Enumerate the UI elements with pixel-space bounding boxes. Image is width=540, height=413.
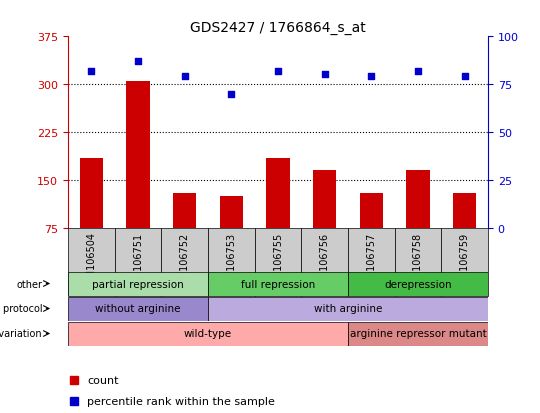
Bar [395, 228, 441, 296]
Text: percentile rank within the sample: percentile rank within the sample [87, 396, 275, 406]
Bar [301, 228, 348, 296]
Text: genotype/variation: genotype/variation [0, 329, 42, 339]
Bar [220, 197, 243, 228]
Bar [255, 228, 301, 296]
Bar [208, 297, 488, 321]
Text: partial repression: partial repression [92, 279, 184, 289]
Point [274, 68, 282, 75]
Point [367, 74, 376, 81]
Bar [114, 228, 161, 296]
Bar [126, 82, 150, 228]
Point [460, 74, 469, 81]
Point [134, 59, 143, 65]
Text: GSM106756: GSM106756 [320, 232, 329, 291]
Bar [348, 272, 488, 296]
Text: GSM106753: GSM106753 [226, 232, 237, 291]
Bar [313, 171, 336, 228]
Point [320, 72, 329, 78]
Point [227, 91, 235, 98]
Text: GSM106751: GSM106751 [133, 232, 143, 291]
Text: count: count [87, 375, 118, 385]
Text: derepression: derepression [384, 279, 452, 289]
Bar [266, 158, 289, 228]
Text: GSM106757: GSM106757 [366, 232, 376, 291]
Bar [68, 322, 348, 346]
Bar [348, 322, 488, 346]
Text: with arginine: with arginine [314, 304, 382, 314]
Text: GSM106504: GSM106504 [86, 232, 96, 291]
Text: GSM106752: GSM106752 [180, 232, 190, 291]
Bar [208, 228, 255, 296]
Point [414, 68, 422, 75]
Point [87, 68, 96, 75]
Text: without arginine: without arginine [95, 304, 181, 314]
Bar [360, 193, 383, 228]
Bar [68, 297, 208, 321]
Bar [68, 228, 114, 296]
Text: arginine repressor mutant: arginine repressor mutant [349, 329, 487, 339]
Bar [80, 158, 103, 228]
Text: GSM106755: GSM106755 [273, 232, 283, 291]
Bar [441, 228, 488, 296]
Bar [453, 193, 476, 228]
Text: other: other [16, 279, 42, 289]
Bar [161, 228, 208, 296]
Point [180, 74, 189, 81]
Bar [348, 228, 395, 296]
Bar [406, 171, 430, 228]
Text: full repression: full repression [241, 279, 315, 289]
Text: GSM106759: GSM106759 [460, 232, 470, 291]
Bar [173, 193, 197, 228]
Text: growth protocol: growth protocol [0, 304, 42, 314]
Text: GSM106758: GSM106758 [413, 232, 423, 291]
Title: GDS2427 / 1766864_s_at: GDS2427 / 1766864_s_at [190, 21, 366, 35]
Bar [208, 272, 348, 296]
Bar [68, 272, 208, 296]
Text: wild-type: wild-type [184, 329, 232, 339]
